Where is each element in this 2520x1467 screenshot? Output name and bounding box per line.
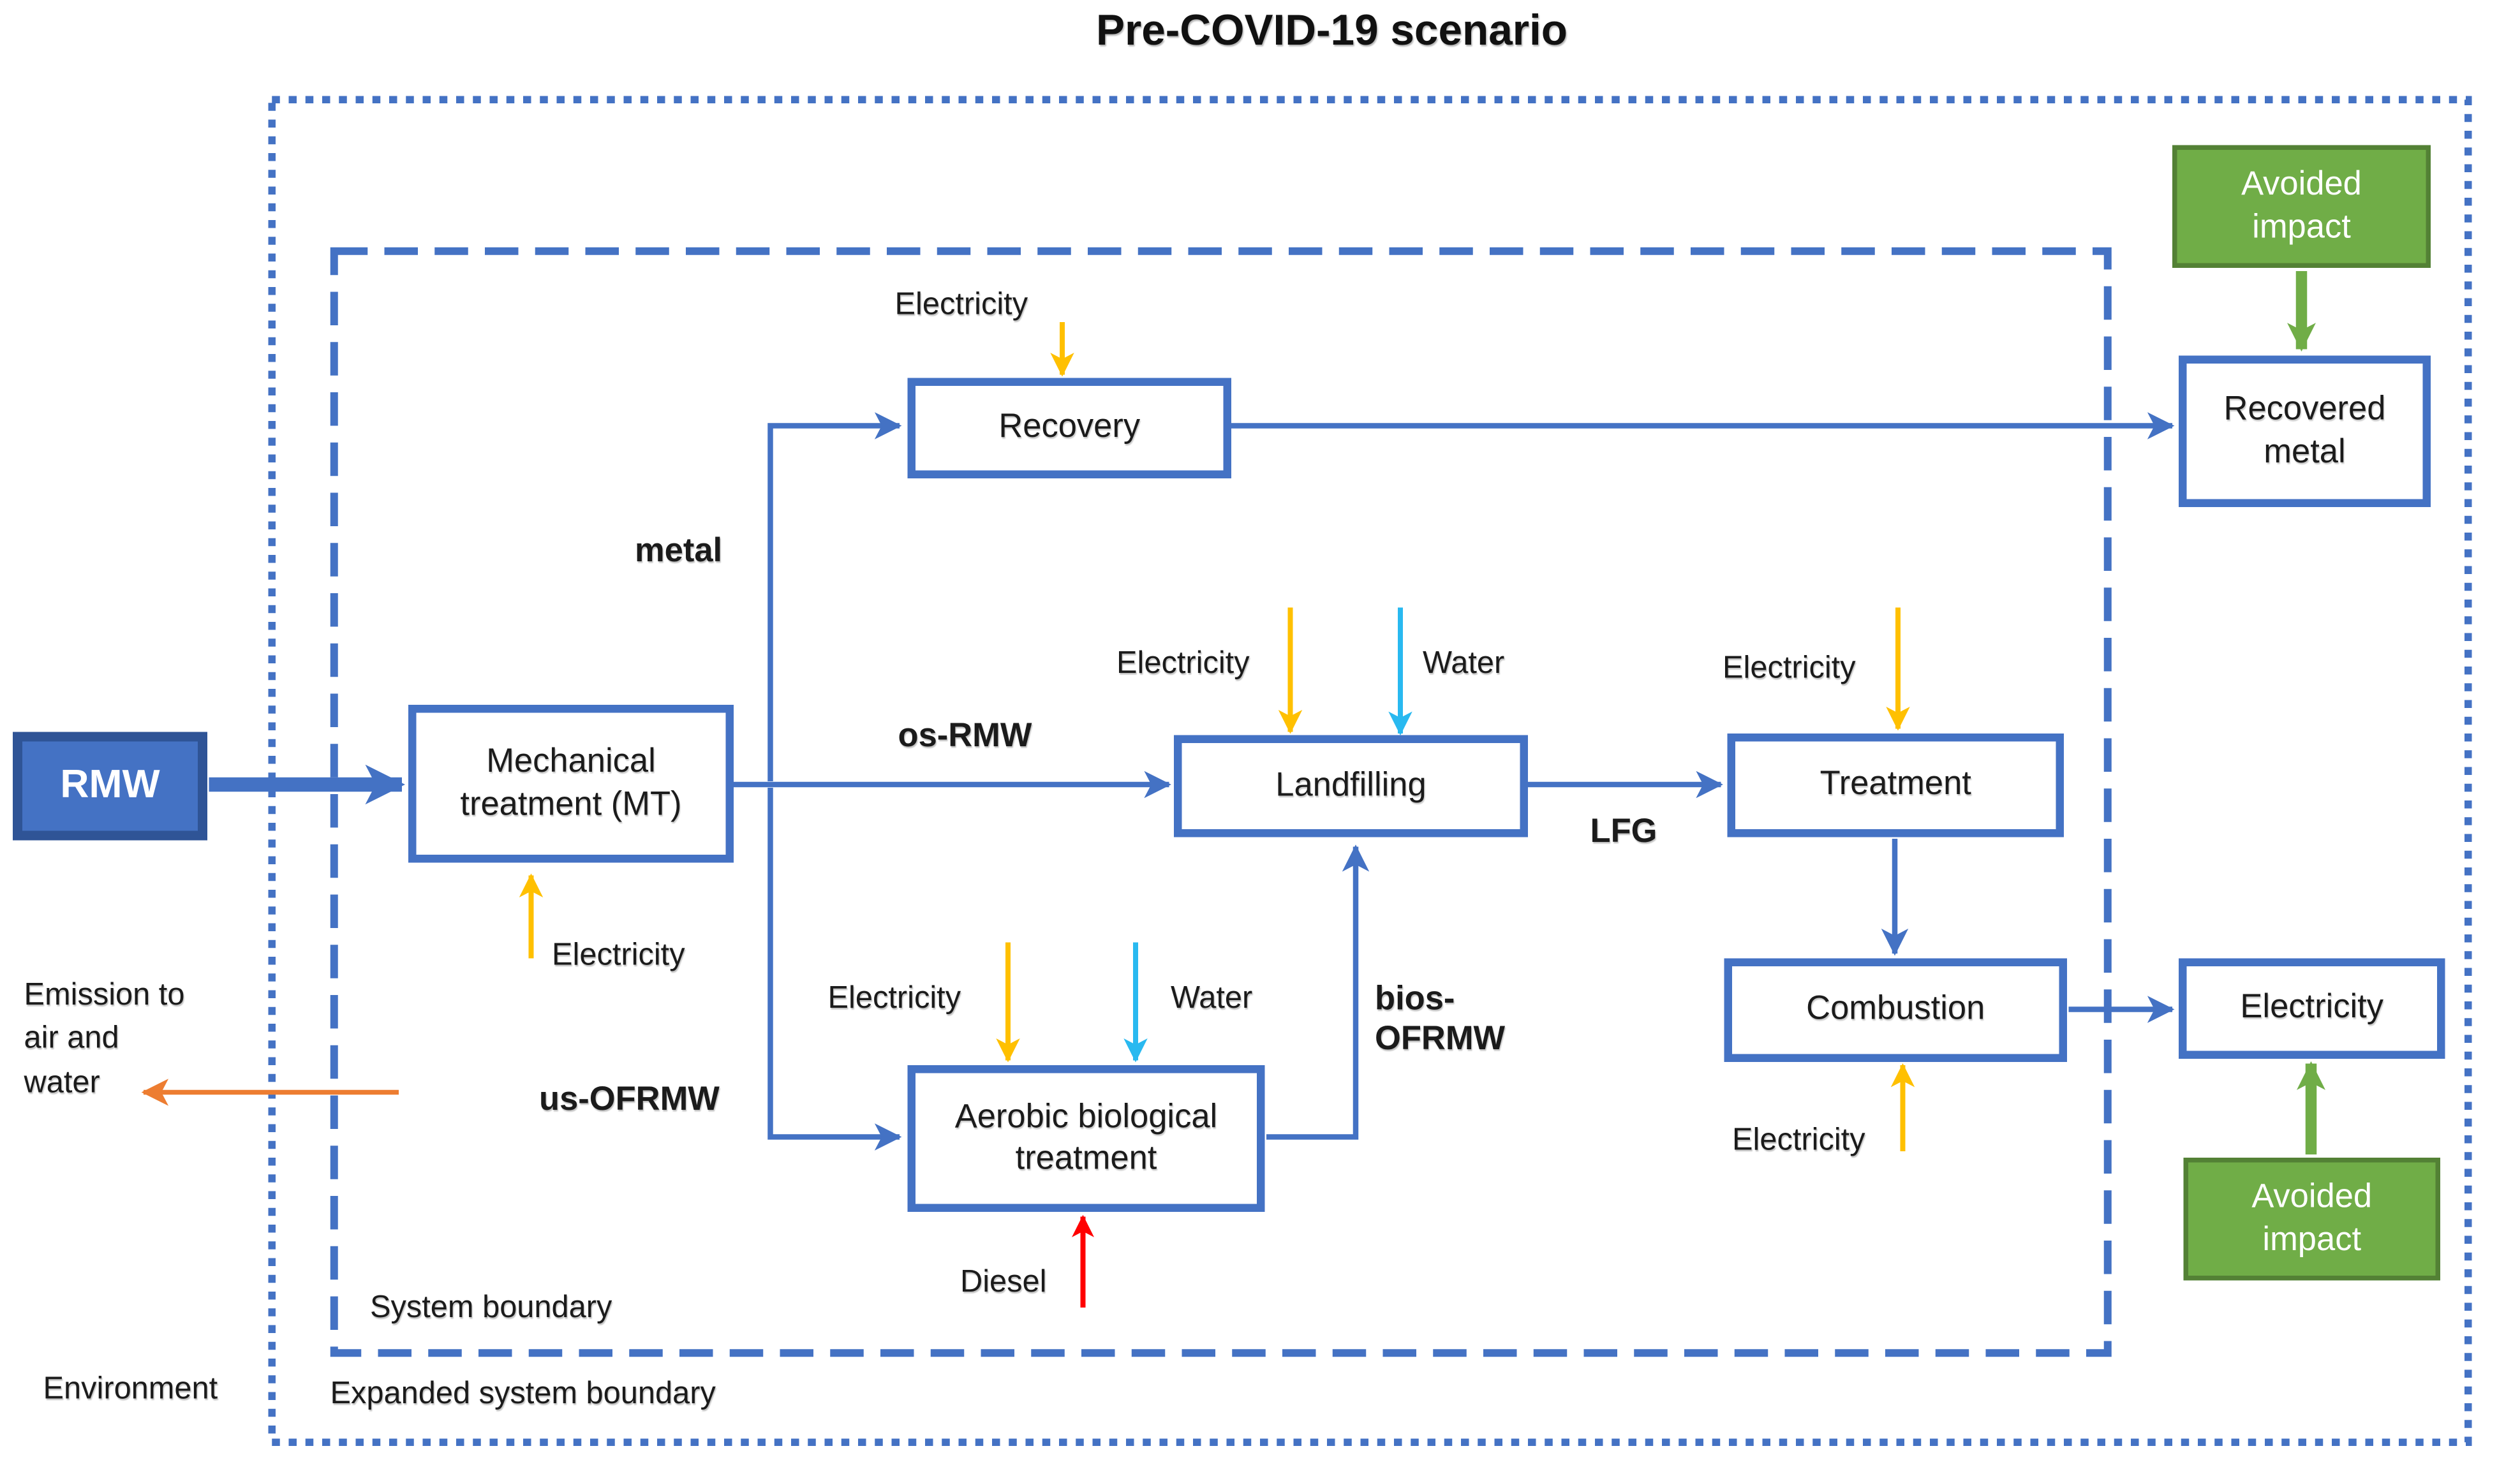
box-mechanical-treatment: Mechanical treatment (MT) <box>408 705 734 863</box>
box-avoided-impact-bottom: Avoided impact <box>2183 1158 2440 1281</box>
box-aerobic-biological-treatment: Aerobic biological treatment <box>907 1065 1265 1212</box>
environment-boundary-dotted <box>268 96 2472 1446</box>
box-recovery: Recovery <box>907 378 1231 478</box>
expanded-system-boundary-label: Expanded system boundary <box>330 1376 716 1412</box>
flow-label-bios-ofrmw: bios-OFRMW <box>1375 980 1506 1058</box>
flow-label-lfg: LFG <box>1590 813 1657 850</box>
expanded-system-boundary-dashed <box>330 247 2112 1357</box>
box-treatment: Treatment <box>1727 734 2064 837</box>
flow-label-metal: metal <box>635 533 723 570</box>
box-landfilling: Landfilling <box>1174 735 1528 837</box>
electricity-label-mt: Electricity <box>552 938 685 973</box>
environment-label: Environment <box>43 1371 218 1406</box>
diesel-label: Diesel <box>960 1264 1047 1300</box>
electricity-label-aerobic: Electricity <box>827 980 961 1016</box>
electricity-label-landfilling: Electricity <box>1116 645 1250 681</box>
arrow-us-ofrmw-to-aerobic <box>767 788 902 1151</box>
diagram-title: Pre-COVID-19 scenario <box>1095 6 1568 54</box>
box-electricity-output: Electricity <box>2179 958 2445 1059</box>
arrow-aerobic-to-landfilling-bios-ofrmw <box>1266 844 1370 1140</box>
system-boundary-label: System boundary <box>370 1290 612 1325</box>
electricity-label-combustion: Electricity <box>1732 1123 1865 1158</box>
box-avoided-impact-top: Avoided impact <box>2172 145 2431 268</box>
water-label-aerobic: Water <box>1171 980 1253 1016</box>
water-label-landfilling: Water <box>1423 645 1505 681</box>
box-recovered-metal: Recovered metal <box>2179 355 2431 507</box>
box-combustion: Combustion <box>1724 958 2067 1062</box>
emission-label: Emission to air and water <box>24 977 185 1100</box>
flow-label-us-ofrmw: us-OFRMW <box>539 1081 720 1118</box>
flow-label-os-rmw: os-RMW <box>898 718 1032 755</box>
electricity-label-treatment: Electricity <box>1723 651 1856 686</box>
box-rmw: RMW <box>13 732 207 841</box>
arrow-metal-to-recovery <box>767 412 902 781</box>
electricity-label-recovery: Electricity <box>894 287 1028 322</box>
